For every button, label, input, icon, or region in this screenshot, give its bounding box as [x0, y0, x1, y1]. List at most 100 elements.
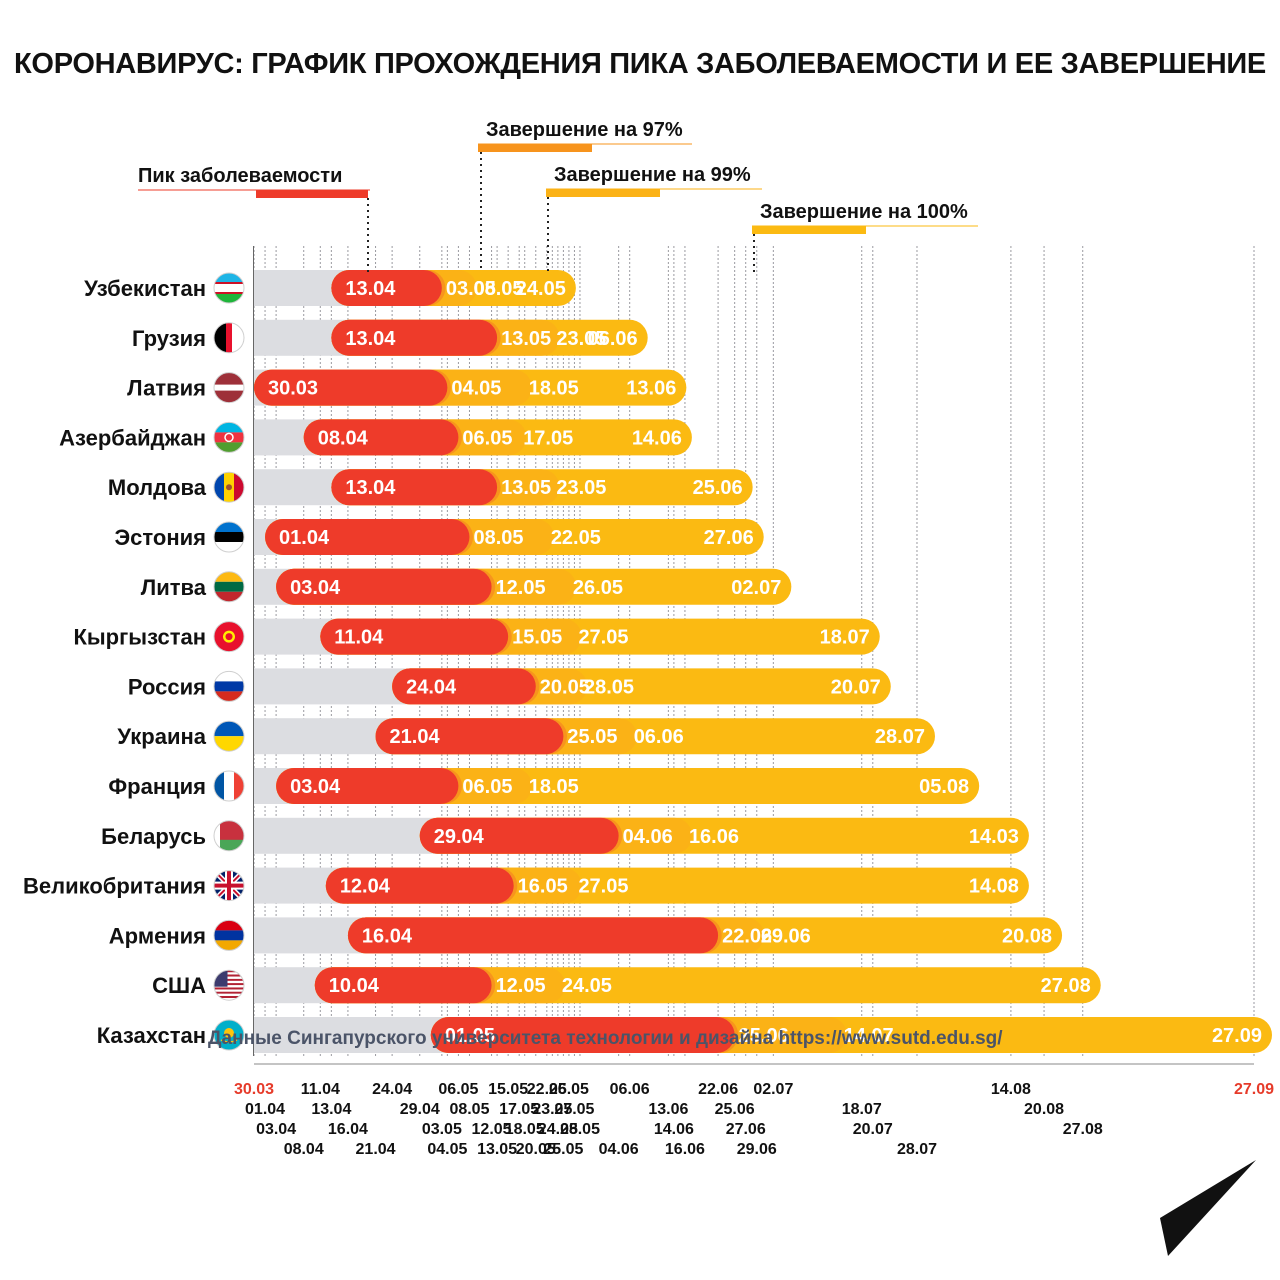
source-note: Данные Сингапурского университета технол…	[208, 1028, 1003, 1049]
tick-label: 24.05	[538, 1121, 578, 1138]
ge-flag-icon	[214, 322, 244, 353]
legend-swatch	[478, 144, 592, 152]
bar-segment-peak	[320, 618, 509, 655]
tick-label: 25.06	[715, 1101, 755, 1118]
bar-label-end100: 06.06	[588, 328, 638, 350]
bar-label-peak: 24.04	[406, 676, 457, 698]
tick-label: 27.06	[726, 1121, 766, 1138]
tick-label: 30.03	[234, 1081, 274, 1098]
bar-label-end99: 06.06	[634, 726, 684, 748]
bar-segment-peak	[265, 519, 470, 555]
country-name: Армения	[109, 923, 206, 948]
tick-label: 20.07	[853, 1121, 893, 1138]
tick-label: 25.05	[543, 1141, 583, 1158]
bar-label-end99: 28.05	[584, 676, 634, 698]
bar-segment-peak	[331, 469, 498, 506]
country-name: Кыргызстан	[73, 625, 206, 650]
bar-label-end100: 27.09	[1212, 1025, 1262, 1047]
row-track	[254, 668, 411, 705]
bar-label-end97: 12.05	[496, 975, 546, 997]
bar-label-end100: 14.08	[969, 876, 1019, 898]
bar-segment-peak	[375, 718, 564, 755]
bar-label-end99: 26.05	[573, 577, 623, 599]
bar-label-peak: 13.04	[345, 328, 396, 350]
bar-label-end97: 08.05	[473, 527, 523, 549]
bar-label-end99: 17.05	[523, 427, 573, 449]
bar-label-end99: 27.05	[578, 876, 628, 898]
az-flag-icon	[214, 422, 244, 453]
bar-segment-peak	[254, 369, 448, 406]
bar-label-end100: 18.07	[820, 627, 870, 649]
bar-label-end99: 23.05	[556, 328, 606, 350]
bar-label-peak: 21.04	[390, 726, 441, 748]
country-name: США	[152, 973, 206, 998]
legend: Пик заболеваемости Завершение на 97% Завер…	[138, 119, 978, 272]
bar-label-end97: 04.06	[623, 826, 673, 848]
legend-label: Завершение на 100%	[760, 201, 968, 223]
legend-label: Завершение на 99%	[554, 164, 751, 186]
us-flag-icon	[214, 970, 244, 1001]
bar-row: 10.04 12.05 24.05 27.08	[314, 967, 1101, 1004]
bar-label-end100: 25.06	[693, 477, 743, 499]
tick-label: 20.05	[516, 1141, 556, 1158]
bar-label-end97: 03.05	[446, 278, 496, 300]
bar-row: 01.04 08.05 22.05 27.06	[265, 519, 764, 555]
country-name: Великобритания	[23, 874, 206, 899]
bar-row: 11.04 15.05 27.05 18.07	[320, 618, 880, 655]
md-flag-icon	[214, 472, 244, 503]
bar-label-end99: 23.05	[556, 477, 606, 499]
country-name: Эстония	[115, 525, 206, 550]
bar-label-end99: 14.07	[844, 1025, 894, 1047]
am-flag-icon	[214, 920, 244, 951]
country-name: Латвия	[127, 376, 206, 401]
bar-label-end97: 04.05	[451, 378, 501, 400]
tick-label: 01.04	[245, 1101, 285, 1118]
tick-label: 02.07	[753, 1081, 793, 1098]
bar-row: 01.05 25.06 14.07 27.09	[430, 1017, 1272, 1053]
legend-swatch	[256, 190, 368, 198]
legend-end97: Завершение на 97%	[478, 119, 692, 272]
tick-label: 13.06	[648, 1101, 688, 1118]
bar-label-peak: 01.05	[445, 1025, 495, 1047]
tick-label: 08.04	[284, 1141, 324, 1158]
ru-flag-icon	[214, 671, 244, 702]
lv-flag-icon	[214, 372, 244, 403]
country-name: Франция	[108, 774, 206, 799]
row-track	[254, 718, 394, 755]
bar-label-end97: 25.06	[739, 1025, 789, 1047]
sputnik-logo	[1160, 1160, 1256, 1256]
bar-label-end97: 25.05	[567, 726, 617, 748]
tick-label: 29.06	[737, 1141, 777, 1158]
bar-label-end100: 28.07	[875, 726, 925, 748]
row-track	[254, 1017, 449, 1053]
bar-label-peak: 13.04	[345, 278, 396, 300]
legend-label: Завершение на 97%	[486, 119, 683, 141]
bar-segment-peak	[314, 967, 492, 1004]
tick-label: 21.04	[356, 1141, 396, 1158]
tick-label: 22.05	[527, 1081, 567, 1098]
bar-label-end99: 18.05	[529, 776, 579, 798]
legend-end100: Завершение на 100%	[752, 201, 978, 272]
bar-label-end97: 06.05	[462, 776, 512, 798]
tick-label: 06.06	[610, 1081, 650, 1098]
tick-label: 06.05	[438, 1081, 478, 1098]
bar-segment-peak	[392, 668, 536, 705]
bar-label-end97: 12.05	[496, 577, 546, 599]
legend-end99: Завершение на 99%	[546, 164, 762, 272]
page-title: КОРОНАВИРУС: ГРАФИК ПРОХОЖДЕНИЯ ПИКА ЗАБ…	[14, 48, 1266, 80]
legend-swatch	[752, 226, 866, 234]
bar-row: 03.04 06.05 18.05 05.08	[276, 768, 980, 804]
tick-label: 29.04	[400, 1101, 440, 1118]
tick-label: 23.05	[532, 1101, 572, 1118]
tick-label: 14.08	[991, 1081, 1031, 1098]
country-labels: Узбекистан Грузия Латвия Азербайджан Молдова…	[23, 272, 245, 1051]
bar-row: 13.04 13.05 23.05 25.06	[331, 469, 753, 506]
bar-segment-peak	[331, 319, 498, 356]
bar-label-peak: 03.04	[290, 577, 341, 599]
tick-label: 11.04	[301, 1081, 340, 1098]
tick-label: 08.05	[449, 1101, 489, 1118]
